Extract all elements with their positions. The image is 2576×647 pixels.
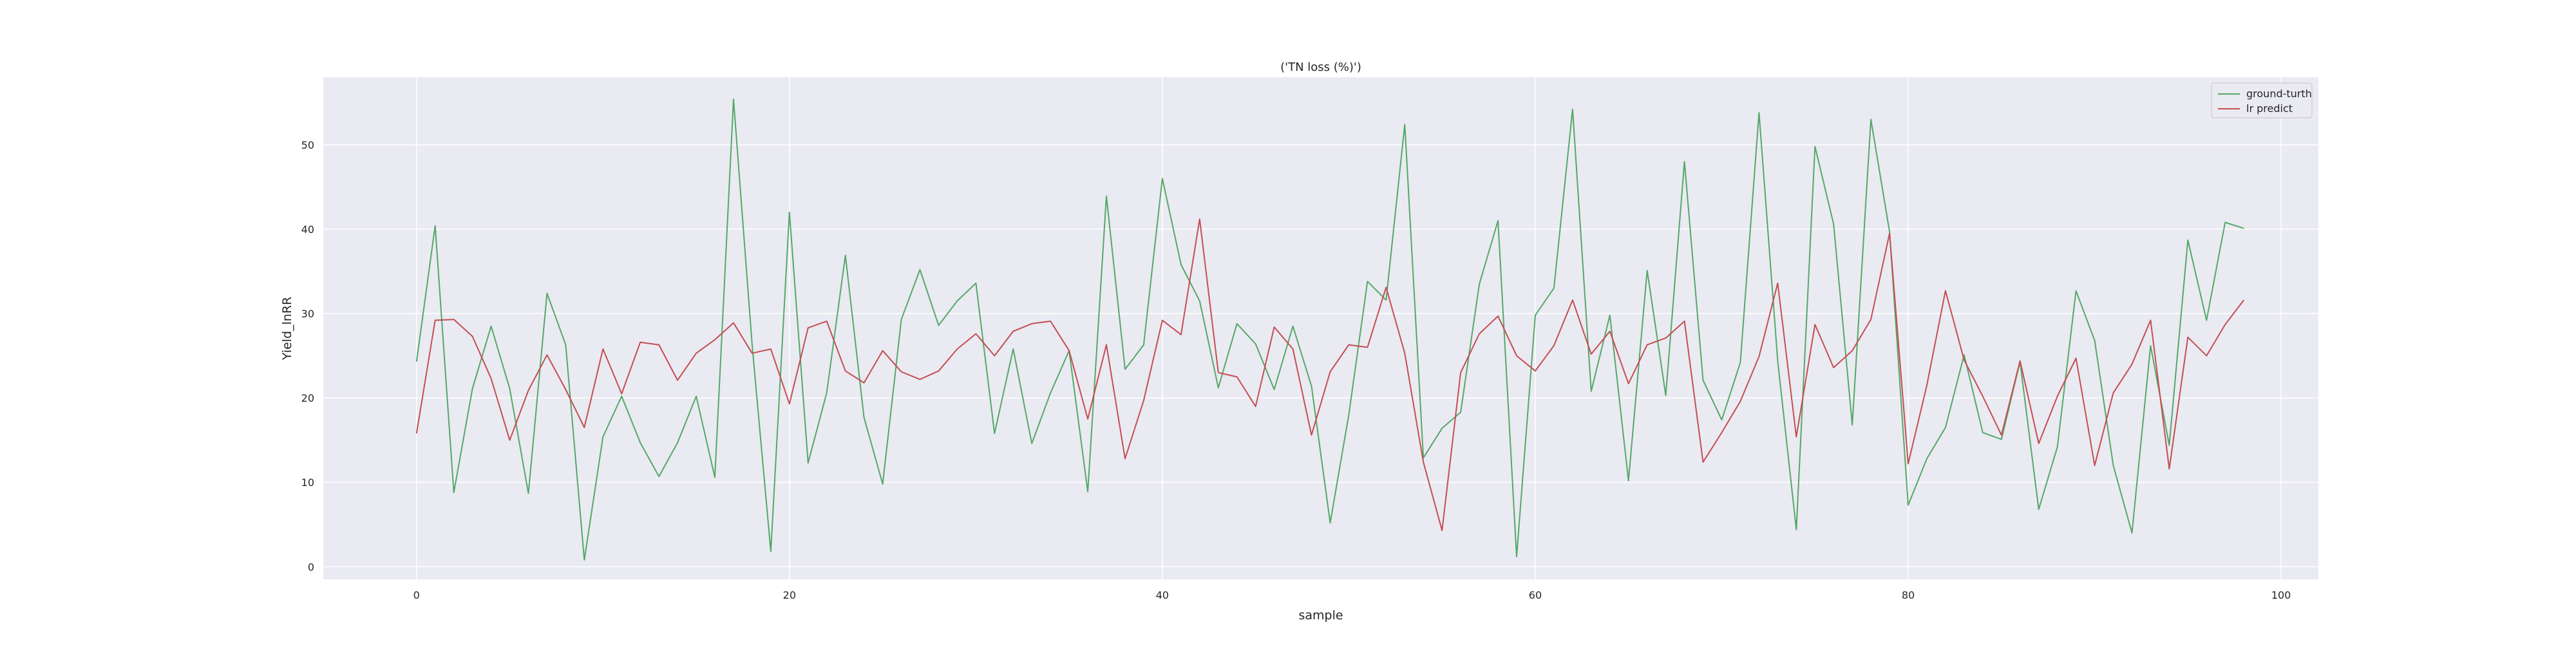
y-axis-label: Yield_lnRR — [280, 297, 294, 361]
x-tick-label: 40 — [1156, 589, 1169, 601]
x-tick-label: 20 — [783, 589, 796, 601]
series-line-ground-turth — [415, 98, 2244, 561]
legend-label-ground-turth: ground-turth — [2246, 88, 2312, 100]
y-tick-label: 50 — [301, 139, 314, 151]
x-tick-label: 0 — [413, 589, 420, 601]
y-tick-label: 40 — [301, 223, 314, 236]
legend: ground-turth lr predict — [2211, 82, 2313, 118]
series-line-lr-predict — [415, 218, 2244, 531]
y-tick-label: 10 — [301, 476, 314, 489]
series-lines — [415, 98, 2244, 561]
tick-labels: 0 20 40 60 80 100 0 10 20 30 40 50 — [301, 139, 2291, 601]
x-tick-label: 60 — [1529, 589, 1542, 601]
x-tick-label: 100 — [2271, 589, 2291, 601]
y-tick-label: 20 — [301, 392, 314, 404]
x-tick-label: 80 — [1902, 589, 1915, 601]
plot-area — [323, 77, 2318, 579]
chart-title: ('TN loss (%)') — [1280, 61, 1361, 74]
grid-lines — [323, 77, 2318, 579]
y-tick-label: 0 — [308, 561, 314, 573]
x-axis-label: sample — [1298, 608, 1343, 623]
legend-label-lr-predict: lr predict — [2246, 102, 2293, 115]
y-tick-label: 30 — [301, 308, 314, 320]
